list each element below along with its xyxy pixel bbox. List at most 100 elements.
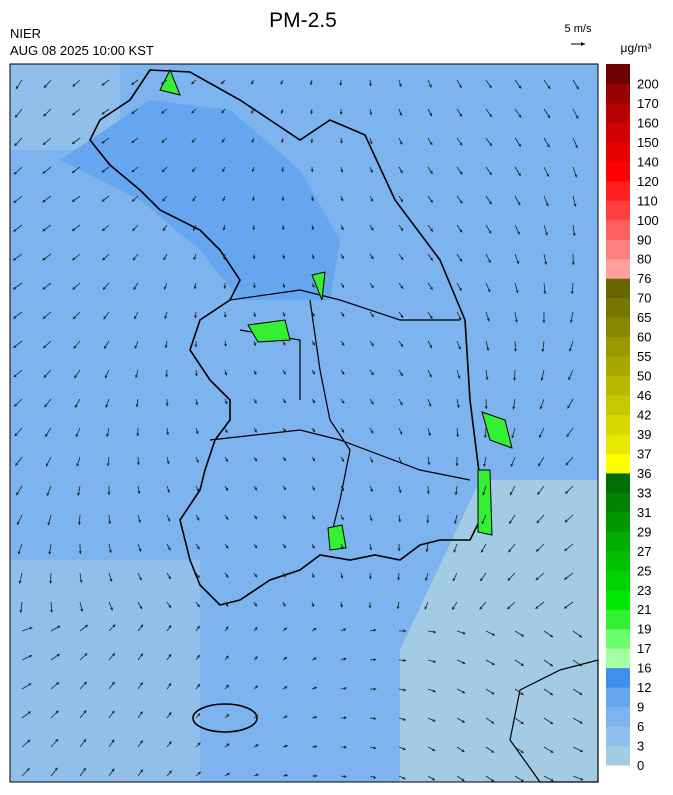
wind-arrow-head [55,739,59,743]
colorbar-swatch [606,628,630,649]
wind-arrow-head [512,406,516,410]
wind-arrow-head [340,546,344,550]
wind-arrow-head [27,711,31,715]
wind-arrow-head [73,316,76,320]
wind-arrow-head [43,142,46,145]
wind-arrow-head [516,260,520,264]
wind-arrow-head [399,431,403,435]
wind-arrow-head [167,518,171,522]
wind-arrow-head [576,86,579,90]
wind-arrow-head [373,775,376,779]
wind-arrow-head [480,578,483,582]
light-area [10,64,200,782]
source: NIER [10,26,41,41]
wind-arrow-head [42,199,46,203]
wind-arrow-head [538,434,542,438]
wind-arrow-head [483,435,487,438]
wind-arrow-head [550,778,554,782]
colorbar-swatch [606,648,630,669]
wind-arrow-head [510,463,514,467]
wind-arrow-head [457,375,461,379]
wind-arrow-head [138,548,142,552]
wind-arrow-head [341,429,345,433]
wind-arrow-head [339,82,343,86]
wind-arrow-head [403,629,407,633]
wind-arrow-head [370,372,374,376]
wind-arrow-head [57,625,61,629]
wind-scale-label: 5 m/s [565,23,592,35]
wind-arrow-head [520,779,524,782]
wind-arrow-head [255,744,259,748]
wind-arrow-head [515,290,519,294]
wind-arrow-head [284,744,288,748]
wind-arrow-head [26,768,30,772]
wind-arrow-head [281,169,285,172]
wind-arrow-head [105,404,109,408]
wind-arrow-head [509,492,513,496]
wind-arrow-head [564,519,568,523]
wind-arrow-head [56,654,60,657]
wind-arrow-head [13,228,17,232]
colorbar-label: 9 [637,700,644,715]
wind-arrow-head [540,377,544,381]
wind-arrow-head [400,199,403,203]
colorbar-swatch [606,278,630,299]
wind-arrow-head [429,315,433,319]
colorbar-label: 50 [637,369,651,384]
wind-arrow-head [254,656,258,660]
colorbar-label: 76 [637,271,651,286]
wind-arrow-head [225,574,229,578]
wind-arrow-head [431,777,435,781]
wind-arrow-head [373,628,377,632]
wind-arrow-head [164,345,168,349]
wind-arrow-head [196,604,200,608]
wind-arrow-head [281,227,285,230]
wind-arrow-head [458,84,462,88]
wind-arrow-head [398,490,402,493]
wind-arrow-head [191,139,195,143]
wind-arrow-head [168,576,171,580]
wind-arrow-head [251,81,254,85]
wind-arrow-head [283,516,286,520]
wind-arrow-head [566,433,570,437]
colorbar: 0369121617192123252729313336373942465055… [606,64,659,773]
wind-arrow-head [131,82,135,85]
province-border [209,289,471,541]
wind-scale-head [581,42,585,46]
wind-arrow-head [456,434,460,438]
colorbar-swatch [606,687,630,708]
colorbar-label: 100 [637,213,659,228]
wind-arrow-head [309,82,313,85]
wind-arrow-head [196,517,200,521]
wind-arrow-head [461,778,465,782]
wind-arrow-head [458,317,462,321]
wind-arrow-head [429,170,433,174]
wind-arrow-head [44,404,48,408]
wind-arrow-head [252,285,256,289]
wind-arrow-head [368,576,372,580]
wind-arrow-head [579,663,583,667]
wind-arrow-head [428,403,432,407]
wind-arrow-head [192,227,196,231]
wind-arrow-head [312,371,315,375]
wind-arrow-head [13,286,17,290]
wind-arrow-head [343,716,347,720]
wind-arrow-head [80,608,84,612]
wind-arrow-head [569,319,573,323]
wind-arrow-head [373,716,377,721]
colorbar-label: 0 [637,758,644,773]
wind-arrow-head [19,610,23,613]
wind-arrow-head [131,111,135,114]
wind-arrow-head [400,227,404,231]
wind-arrow-head [520,663,524,666]
wind-arrow-head [368,605,372,609]
wind-arrow-head [132,198,135,202]
wind-arrow-head [225,626,229,630]
wind-arrow-head [13,257,17,261]
wind-arrow-head [462,631,466,635]
wind-arrow-head [45,463,49,467]
wind-arrow-head [571,262,575,265]
wind-arrow-head [429,141,433,145]
wind-arrow-head [429,286,433,290]
wind-arrow-head [135,404,139,408]
